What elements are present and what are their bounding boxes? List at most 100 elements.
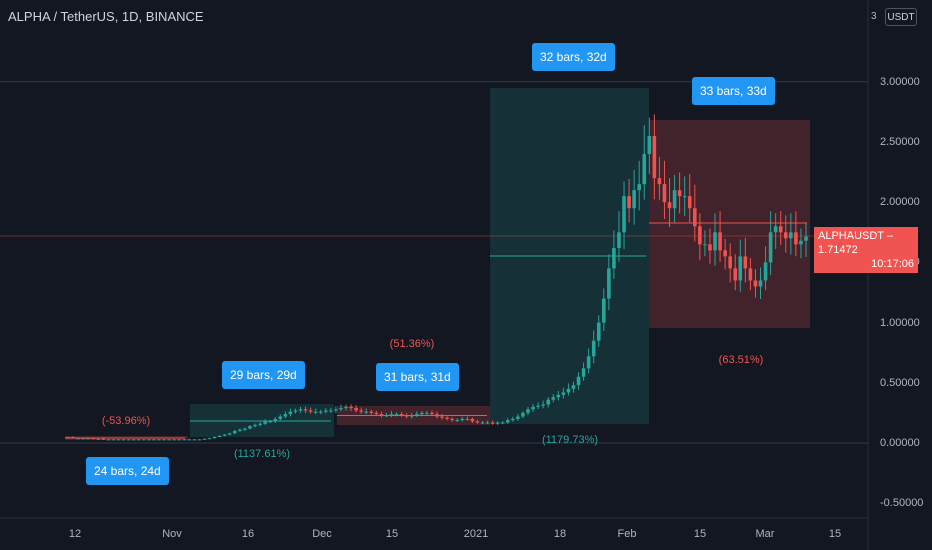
candle-body [470,418,475,422]
candle-body [344,406,348,409]
candle-body [596,322,601,341]
candle-body [753,280,758,287]
measure-label-4[interactable]: 32 bars, 32d [532,43,615,71]
candle-body [263,421,267,424]
candle-body [561,392,566,395]
candle-body [222,434,227,436]
x-tick-label: 12 [68,528,82,540]
candle-body [778,226,783,233]
candle-body [177,439,182,441]
candle-body [672,190,677,209]
measure-overlay [65,222,807,439]
candle-body [288,411,293,415]
candle-body [617,232,621,248]
candle-body [394,414,399,416]
candle-body [197,439,202,441]
candle-body [677,190,682,197]
candle-body [682,196,687,198]
x-tick-label: 15 [693,528,707,540]
candle-body [718,232,722,251]
candle-body [511,418,515,421]
candle-body [612,247,616,269]
candle-body [278,416,283,419]
candle-body [576,376,581,386]
candle-body [243,428,247,430]
candle-body [364,411,369,413]
y-tick-label: 1.00000 [880,316,920,329]
candle-body [147,439,151,441]
candle-body [495,422,500,424]
candle-body [743,256,748,269]
candle-body [728,256,732,269]
candle-body [420,412,424,415]
measure-label-2[interactable]: 29 bars, 29d [222,361,305,389]
y-tick-label: 2.50000 [880,136,920,148]
candle-body [581,368,586,377]
candle-body [536,405,540,407]
candle-body [490,422,495,424]
candle-body [207,438,212,440]
candle-body [359,410,363,412]
x-tick-label: 2021 [463,528,489,540]
candle-body [374,412,379,415]
candle-body [551,397,556,400]
candle-body [475,421,480,423]
candle-body [783,232,788,239]
candle-body [465,418,470,420]
candle-body [647,135,652,155]
candle-body [637,184,641,191]
measure-pct-3: (51.36%) [389,338,435,350]
candle-body [101,438,106,440]
candle-body [86,438,91,440]
candle-body [632,190,636,209]
candle-body [172,439,176,441]
candle-body [652,135,657,179]
candle-body [758,280,763,287]
candle-body [662,184,667,203]
measure-label-3[interactable]: 31 bars, 31d [376,363,459,391]
candle-body [369,411,374,413]
candle-body [217,435,222,437]
candle-body [399,414,404,416]
candle-body [414,414,419,416]
candle-body [541,404,545,406]
x-tick-label: Mar [755,528,775,540]
candle-body [227,433,232,435]
candle-body [723,250,727,257]
candle-body [526,409,530,413]
candle-body [789,232,793,239]
candle-body [111,439,116,441]
candle-body [591,340,596,357]
candle-body [586,356,591,369]
measure-label-1[interactable]: 24 bars, 24d [86,457,169,485]
candle-body [298,409,303,411]
x-tick-label: 15 [385,528,399,540]
candle-body [126,439,131,441]
x-tick-label: Nov [162,528,182,540]
measure-label-5[interactable]: 33 bars, 33d [692,77,775,105]
candle-body [162,439,166,441]
chart-title: ALPHA / TetherUS, 1D, BINANCE [8,9,204,24]
candle-body [318,411,323,413]
candle-body [480,422,485,424]
candle-body [627,196,631,209]
candle-body [106,439,111,441]
candle-body [687,196,692,209]
candle-body [258,423,262,425]
candle-body [81,438,85,440]
candle-body [804,236,808,241]
candle-body [430,412,434,415]
candle-body [303,409,308,411]
candle-body [349,406,353,409]
candle-body [602,298,606,323]
candle-body [253,424,257,427]
candle-body [773,226,778,233]
candle-body [238,429,242,431]
candle-body [182,439,187,441]
candle-body [96,438,101,440]
currency-scale-button[interactable]: USDT [885,8,917,26]
y-tick-label: 0.00000 [880,437,920,449]
candle-body [313,411,318,413]
y-tick-label: 3.00000 [880,75,920,88]
